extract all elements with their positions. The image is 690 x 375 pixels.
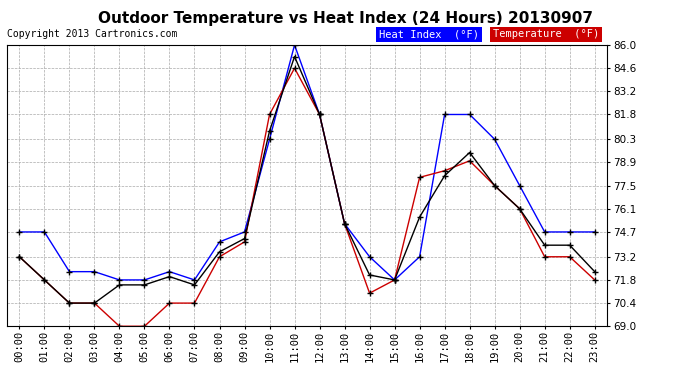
- Text: Outdoor Temperature vs Heat Index (24 Hours) 20130907: Outdoor Temperature vs Heat Index (24 Ho…: [97, 11, 593, 26]
- Text: Heat Index  (°F): Heat Index (°F): [379, 29, 479, 39]
- Text: Temperature  (°F): Temperature (°F): [493, 29, 600, 39]
- Text: Copyright 2013 Cartronics.com: Copyright 2013 Cartronics.com: [7, 29, 177, 39]
